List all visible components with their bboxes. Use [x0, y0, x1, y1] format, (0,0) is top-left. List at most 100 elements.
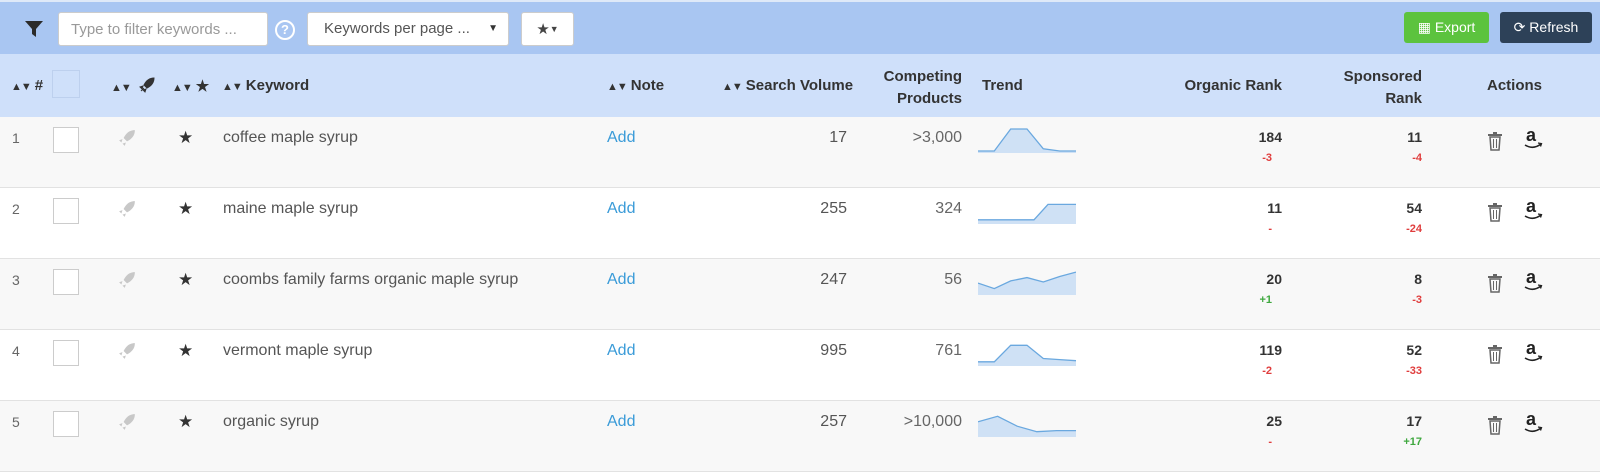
- rocket-icon[interactable]: [118, 129, 136, 147]
- organic-rank-value: 119: [1259, 342, 1282, 358]
- keyword-text: vermont maple syrup: [223, 342, 373, 359]
- sort-icon: ▲▼: [172, 82, 193, 94]
- competing-products-value: >3,000: [912, 129, 962, 146]
- star-icon[interactable]: ★: [178, 270, 194, 289]
- star-icon: ★: [195, 78, 210, 95]
- sort-icon: ▲▼: [11, 81, 32, 93]
- sponsored-rank-change: -33: [1406, 365, 1422, 377]
- select-all-checkbox[interactable]: [52, 70, 80, 98]
- organic-rank-change: +1: [1259, 294, 1272, 306]
- star-icon[interactable]: ★: [178, 199, 194, 218]
- refresh-icon: ⟳: [1513, 19, 1526, 35]
- row-checkbox[interactable]: [53, 411, 79, 437]
- row-checkbox[interactable]: [53, 198, 79, 224]
- star-filter-dropdown[interactable]: ★▼: [521, 12, 574, 46]
- row-checkbox[interactable]: [53, 340, 79, 366]
- rocket-icon[interactable]: [118, 342, 136, 360]
- table-row: 4 ★ vermont maple syrup Add 995 761 119 …: [0, 330, 1600, 401]
- trend-area: [978, 345, 1076, 366]
- trend-area: [978, 204, 1076, 224]
- competing-products-value: 56: [944, 271, 962, 288]
- amazon-icon[interactable]: a: [1523, 409, 1543, 435]
- keyword-text: coombs family farms organic maple syrup: [223, 271, 519, 288]
- svg-text:a: a: [1526, 409, 1537, 429]
- trash-icon[interactable]: [1487, 273, 1503, 293]
- rocket-icon[interactable]: [118, 413, 136, 431]
- amazon-icon[interactable]: a: [1523, 267, 1543, 293]
- refresh-label: Refresh: [1529, 19, 1579, 35]
- search-volume-value: 247: [820, 271, 847, 288]
- row-number: 5: [12, 414, 20, 430]
- add-note-link[interactable]: Add: [607, 342, 636, 359]
- add-note-link[interactable]: Add: [607, 200, 636, 217]
- col-sponsored-rank-header: Sponsored Rank: [1343, 68, 1422, 107]
- col-search-volume-header[interactable]: ▲▼ Search Volume: [722, 77, 854, 94]
- col-actions-header: Actions: [1487, 77, 1543, 94]
- table-icon: ▦: [1417, 19, 1431, 35]
- star-icon: ★: [536, 21, 550, 38]
- sponsored-rank-change: -24: [1406, 223, 1422, 235]
- organic-rank-change: -: [1268, 223, 1272, 235]
- col-trend-header: Trend: [982, 77, 1023, 94]
- amazon-icon[interactable]: a: [1523, 338, 1543, 364]
- table-row: 1 ★ coffee maple syrup Add 17 >3,000 184…: [0, 117, 1600, 188]
- trend-area: [978, 129, 1076, 153]
- organic-rank-value: 11: [1267, 200, 1282, 216]
- search-volume-value: 17: [829, 129, 847, 146]
- refresh-button[interactable]: ⟳ Refresh: [1500, 12, 1592, 43]
- caret-down-icon: ▼: [549, 24, 559, 34]
- sponsored-rank-change: +17: [1403, 436, 1422, 448]
- add-note-link[interactable]: Add: [607, 271, 636, 288]
- filter-icon[interactable]: [24, 19, 44, 39]
- rocket-icon[interactable]: [118, 200, 136, 218]
- col-star-header[interactable]: ▲▼ ★: [172, 77, 209, 95]
- search-volume-value: 257: [820, 413, 847, 430]
- rocket-icon[interactable]: [118, 271, 136, 289]
- sponsored-rank-value: 54: [1406, 200, 1422, 216]
- export-label: Export: [1434, 19, 1476, 35]
- sponsored-rank-value: 52: [1406, 342, 1422, 358]
- svg-text:a: a: [1526, 338, 1537, 358]
- sponsored-rank-change: -4: [1412, 152, 1422, 164]
- toolbar: ? Keywords per page ... ▼ ★▼ ▦ Export ⟳ …: [0, 0, 1600, 54]
- organic-rank-value: 184: [1258, 129, 1282, 145]
- search-volume-value: 255: [820, 200, 847, 217]
- col-num-header[interactable]: ▲▼ #: [11, 77, 44, 94]
- trend-line: [978, 415, 1076, 433]
- amazon-icon[interactable]: a: [1523, 125, 1543, 151]
- help-icon[interactable]: ?: [275, 20, 295, 40]
- sponsored-rank-value: 8: [1414, 271, 1422, 287]
- competing-products-value: 324: [935, 200, 962, 217]
- row-number: 1: [12, 130, 20, 146]
- trash-icon[interactable]: [1487, 344, 1503, 364]
- row-checkbox[interactable]: [53, 127, 79, 153]
- add-note-link[interactable]: Add: [607, 129, 636, 146]
- row-number: 4: [12, 343, 20, 359]
- table-header: ▲▼ # ▲▼ ▲▼ ★ ▲▼ Keyword ▲▼ Note ▲▼ Search Vol…: [0, 54, 1600, 117]
- trash-icon[interactable]: [1487, 415, 1503, 435]
- col-note-header[interactable]: ▲▼ Note: [607, 77, 665, 94]
- keywords-per-page-label: Keywords per page ...: [324, 20, 470, 37]
- trend-line: [978, 344, 1076, 363]
- col-keyword-header[interactable]: ▲▼ Keyword: [222, 77, 310, 94]
- keywords-per-page-select[interactable]: Keywords per page ... ▼: [307, 12, 509, 46]
- keyword-filter-input[interactable]: [58, 12, 268, 46]
- row-number: 3: [12, 272, 20, 288]
- star-icon[interactable]: ★: [178, 341, 194, 360]
- keyword-text: organic syrup: [223, 413, 320, 430]
- trash-icon[interactable]: [1487, 202, 1503, 222]
- sponsored-rank-change: -3: [1412, 294, 1422, 306]
- svg-text:a: a: [1526, 196, 1537, 216]
- export-button[interactable]: ▦ Export: [1404, 12, 1489, 43]
- trend-line: [978, 203, 1076, 221]
- star-icon[interactable]: ★: [178, 412, 194, 431]
- star-icon[interactable]: ★: [178, 128, 194, 147]
- add-note-link[interactable]: Add: [607, 413, 636, 430]
- trash-icon[interactable]: [1487, 131, 1503, 151]
- amazon-icon[interactable]: a: [1523, 196, 1543, 222]
- organic-rank-change: -: [1268, 436, 1272, 448]
- organic-rank-change: -2: [1262, 365, 1272, 377]
- row-checkbox[interactable]: [53, 269, 79, 295]
- col-rocket-header[interactable]: ▲▼: [111, 77, 155, 95]
- col-organic-rank-header: Organic Rank: [1184, 77, 1282, 94]
